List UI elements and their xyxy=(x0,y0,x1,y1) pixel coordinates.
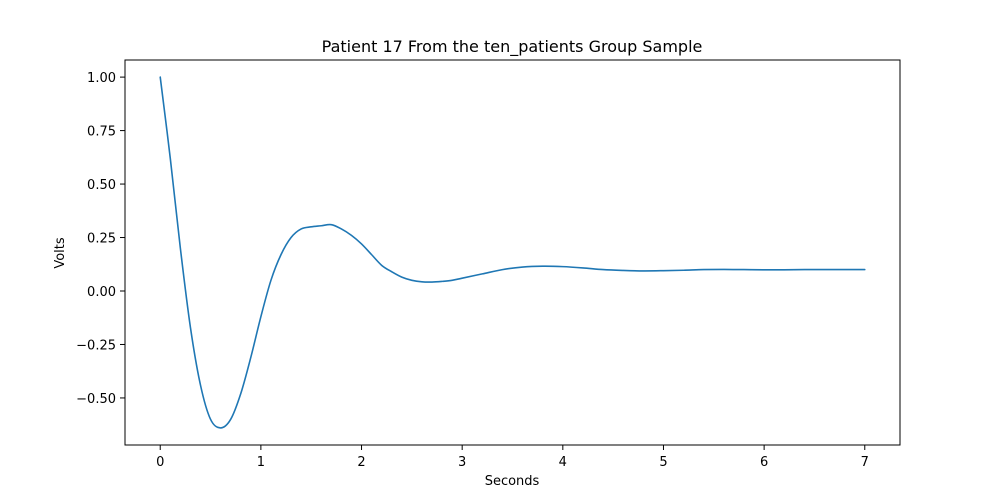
x-tick-label: 7 xyxy=(861,455,869,470)
x-tick-label: 6 xyxy=(760,455,768,470)
x-axis-ticks: 0 1 2 3 4 5 6 7 xyxy=(156,445,869,470)
y-axis-ticks: −0.50 −0.25 0.00 0.25 0.50 0.75 1.00 xyxy=(76,71,125,407)
y-tick-label: 0.75 xyxy=(87,125,116,140)
axes-frame xyxy=(124,59,901,446)
y-tick-label: 0.00 xyxy=(87,285,116,300)
plot-area: 0 1 2 3 4 5 6 7 −0.50 −0.25 0.00 0.25 0.50 0.75 1.00 xyxy=(76,59,901,470)
chart-title: Patient 17 From the ten_patients Group S… xyxy=(322,37,703,57)
x-tick-label: 3 xyxy=(458,455,466,470)
y-tick-label: −0.25 xyxy=(76,338,116,353)
y-tick-label: 1.00 xyxy=(87,71,116,86)
y-axis-label: Volts xyxy=(53,237,68,269)
x-tick-label: 2 xyxy=(357,455,365,470)
x-tick-label: 0 xyxy=(156,455,164,470)
y-tick-label: 0.25 xyxy=(87,232,116,247)
series-line xyxy=(159,76,866,429)
x-tick-label: 1 xyxy=(257,455,265,470)
x-tick-label: 5 xyxy=(659,455,667,470)
x-tick-label: 4 xyxy=(559,455,567,470)
y-tick-label: 0.50 xyxy=(87,178,116,193)
x-axis-label: Seconds xyxy=(485,474,540,489)
y-tick-label: −0.50 xyxy=(76,392,116,407)
